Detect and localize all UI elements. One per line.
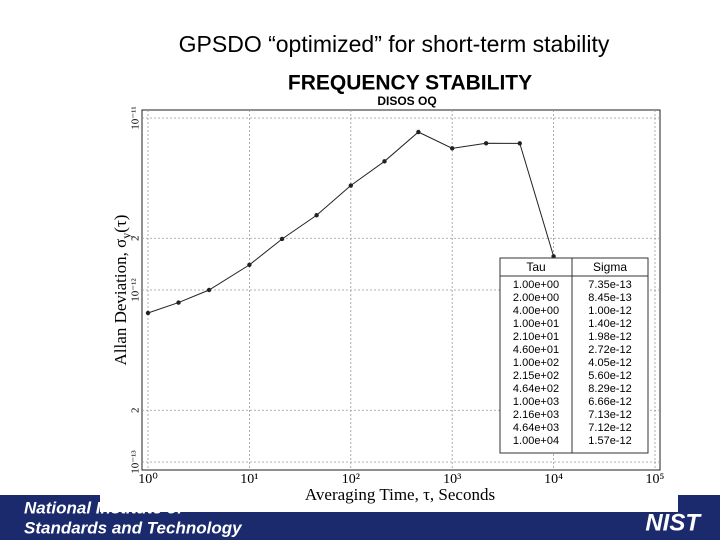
table-cell: 4.05e-12 [588,357,631,369]
y-axis-label: Allan Deviation, σy(τ) [111,215,133,366]
x-tick-label: 10⁴ [544,472,563,487]
table-cell: 1.00e+04 [513,435,559,447]
data-point [551,254,556,259]
table-cell: 1.00e+02 [513,357,559,369]
chart-subtitle: DISOS OQ [377,94,436,108]
table-cell: 1.00e-12 [588,305,631,317]
table-header: Tau [526,260,545,274]
y-axis-label-tail: (τ) [111,215,130,233]
table-cell: 2.16e+03 [513,409,559,421]
data-point [517,141,522,146]
x-tick-label: 10⁵ [646,472,665,487]
x-tick-label: 10¹ [240,472,258,487]
y-axis-label-sub: y [119,233,133,239]
table-cell: 7.35e-13 [588,279,631,291]
data-point [206,287,212,293]
y-axis-label-main: Allan Deviation, σ [111,239,130,366]
table-header: Sigma [593,260,627,274]
x-tick-label: 10⁰ [138,472,158,487]
data-point [382,159,387,164]
x-axis-label: Averaging Time, τ, Seconds [305,485,495,504]
y-tick-label: 10⁻¹³ [130,450,142,474]
data-point [145,310,151,316]
data-point [483,141,489,146]
data-point [348,183,353,188]
x-tick-label: 10² [342,472,360,487]
table-cell: 1.00e+00 [513,279,559,291]
y-tick-label: 10⁻¹¹ [130,106,142,129]
table-cell: 1.98e-12 [588,331,631,343]
table-cell: 4.00e+00 [513,305,559,317]
table-cell: 2.10e+01 [513,331,559,343]
x-tick-label: 10³ [443,472,461,487]
y-tick-label: 2 [130,235,142,241]
data-point [450,146,455,151]
chart-title: FREQUENCY STABILITY [288,72,532,95]
table-cell: 2.72e-12 [588,344,631,356]
table-cell: 8.29e-12 [588,383,631,395]
y-tick-label: 10⁻¹² [130,278,142,302]
table-cell: 7.13e-12 [588,409,631,421]
table-cell: 7.12e-12 [588,422,631,434]
footer-line2: Standards and Technology [24,518,243,537]
table-cell: 5.60e-12 [588,370,631,382]
data-point [416,129,421,135]
data-point [279,236,285,242]
logo: NIST [645,509,702,536]
sigma-table: Tau Sigma 1.00e+00 7.35e-13 2.00e+00 8.45e-13… [499,257,649,454]
table-cell: 4.64e+02 [513,383,559,395]
table-cell: 1.00e+03 [513,396,559,408]
table-cell: 2.15e+02 [513,370,559,382]
table-cell: 8.45e-13 [588,292,631,304]
data-point [247,262,252,268]
table-cell: 4.64e+03 [513,422,559,434]
data-point [314,213,319,218]
table-cell: 2.00e+00 [513,292,559,304]
y-tick-label: 2 [130,407,142,413]
slide-title: GPSDO “optimized” for short-term stabili… [179,31,610,57]
table-cell: 6.66e-12 [588,396,631,408]
table-cell: 1.40e-12 [588,318,631,330]
table-frame [499,257,649,454]
table-cell: 4.60e+01 [513,344,559,356]
table-cell: 1.57e-12 [588,435,631,447]
data-point [176,300,181,305]
table-cell: 1.00e+01 [513,318,559,330]
